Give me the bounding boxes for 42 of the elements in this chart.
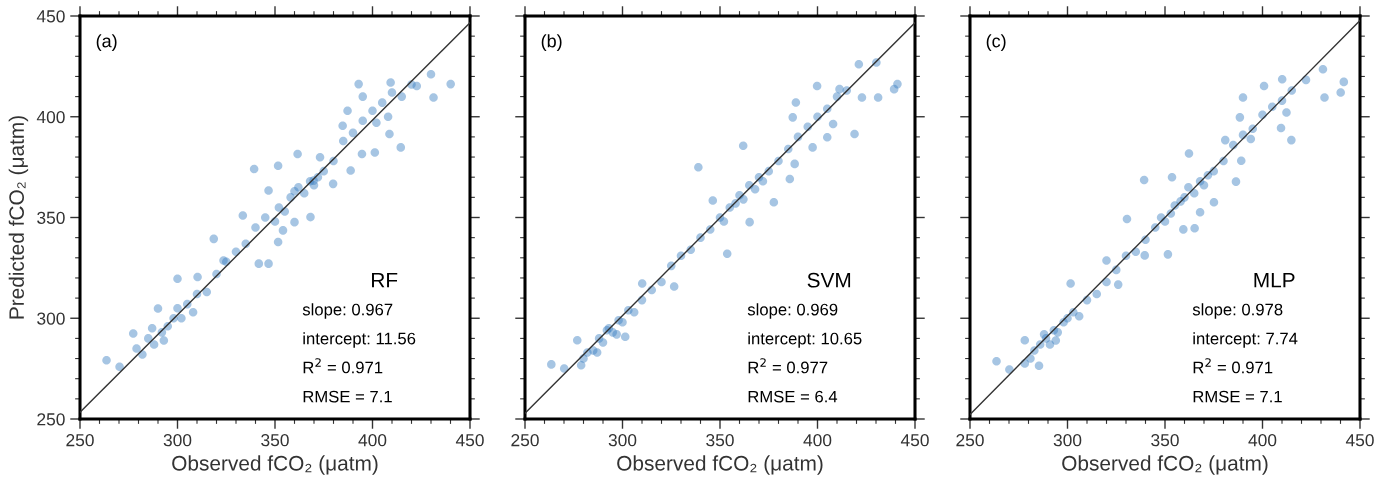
x-tick-label: 350: [1151, 434, 1179, 447]
x-tick-label: 250: [956, 434, 984, 447]
x-axis-title: Observed fCO₂ (μatm): [1062, 455, 1268, 475]
annotation: (c): [986, 34, 1006, 51]
annotation: RMSE = 7.1: [303, 390, 392, 403]
y-tick-label: 450: [36, 10, 65, 23]
x-tick-label: 350: [706, 434, 734, 447]
annotation: (a): [96, 34, 117, 51]
annotation: MLP: [1254, 273, 1295, 288]
y-tick-label: 300: [37, 312, 65, 325]
x-tick-label: 300: [1053, 434, 1082, 447]
annotation: slope: 0.967: [302, 303, 393, 319]
y-axis-title: Predicted fCO₂ (μatm): [8, 116, 29, 319]
annotation: intercept: 7.74: [1193, 332, 1298, 348]
annotation: R$^{2}$ = 0.971: [303, 358, 383, 374]
x-tick-label: 450: [455, 434, 484, 447]
x-axis-title: Observed fCO₂ (μatm): [617, 455, 823, 475]
annotation: slope: 0.969: [747, 303, 838, 319]
annotation: intercept: 11.56: [303, 332, 416, 348]
x-tick-label: 400: [358, 434, 387, 447]
annotation: intercept: 10.65: [748, 332, 862, 348]
annotation: (b): [541, 34, 562, 51]
annotation: RMSE = 7.1: [1193, 390, 1282, 403]
x-tick-label: 250: [511, 434, 539, 447]
x-tick-label: 450: [1345, 434, 1374, 447]
y-tick-label: 400: [36, 110, 65, 124]
x-tick-label: 300: [163, 434, 192, 447]
annotation: RF: [372, 273, 398, 288]
x-tick-label: 250: [66, 434, 94, 447]
x-tick-label: 400: [803, 434, 832, 447]
annotation: RMSE = 6.4: [748, 390, 838, 403]
y-tick-label: 350: [37, 211, 65, 224]
x-axis-title: Observed fCO₂ (μatm): [172, 455, 378, 475]
annotation: SVM: [807, 272, 851, 288]
x-tick-label: 300: [608, 434, 637, 447]
annotation: slope: 0.978: [1192, 303, 1283, 319]
x-tick-label: 400: [1248, 434, 1277, 447]
x-tick-label: 450: [900, 434, 929, 447]
annotation: R$^{2}$ = 0.971: [1193, 358, 1273, 374]
annotation: R$^{2}$ = 0.977: [748, 358, 828, 374]
y-tick-label: 250: [37, 413, 65, 426]
x-tick-label: 350: [261, 434, 289, 447]
